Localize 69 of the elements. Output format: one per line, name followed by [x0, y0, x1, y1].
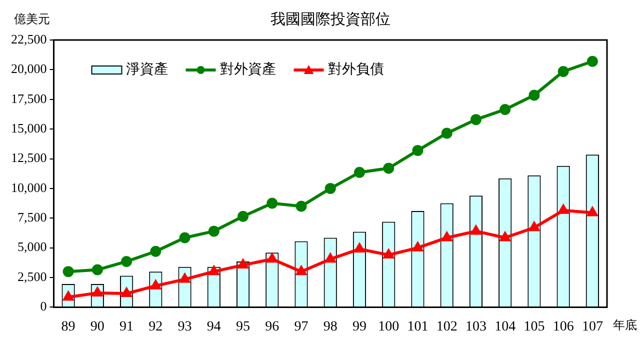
- y-tick-label: 0: [40, 298, 47, 314]
- y-tick-label: 5,000: [18, 239, 47, 254]
- x-tick-label: 105: [524, 319, 545, 334]
- x-tick-label: 97: [294, 319, 308, 334]
- legend-label: 對外負債: [328, 62, 384, 78]
- point: [384, 249, 394, 258]
- y-tick-label: 22,500: [11, 31, 47, 46]
- point: [92, 264, 103, 276]
- y-tick-label: 10,000: [11, 180, 47, 195]
- point: [558, 204, 568, 214]
- x-tick-label: 96: [265, 319, 280, 334]
- y-tick-label: 12,500: [11, 150, 47, 166]
- x-tick-label: 92: [148, 319, 163, 334]
- x-tick-label: 99: [352, 319, 366, 334]
- point: [325, 254, 336, 263]
- point: [354, 244, 364, 253]
- point: [471, 226, 481, 235]
- x-tick-label: 107: [582, 319, 603, 334]
- point: [296, 266, 306, 276]
- x-tick-label: 98: [323, 319, 338, 334]
- point: [412, 242, 423, 252]
- x-tick-label: 94: [206, 319, 221, 334]
- x-tick-label: 89: [61, 319, 76, 334]
- point: [470, 114, 482, 126]
- chart-title: 我國國際投資部位: [270, 10, 390, 28]
- point: [180, 274, 190, 283]
- point: [383, 162, 394, 174]
- point: [62, 266, 74, 278]
- point: [179, 232, 190, 244]
- point: [238, 210, 249, 222]
- legend-label: 淨資產: [126, 62, 168, 78]
- point: [208, 226, 220, 237]
- x-tick-label: 91: [120, 319, 134, 334]
- point: [296, 200, 307, 212]
- point: [121, 256, 132, 267]
- point: [208, 266, 219, 276]
- x-tick-label: 103: [465, 319, 486, 334]
- point: [324, 182, 336, 194]
- point: [500, 232, 510, 242]
- point: [558, 66, 569, 77]
- point: [528, 90, 540, 101]
- y-tick-label: 17,500: [11, 90, 47, 106]
- x-tick-label: 93: [178, 319, 192, 334]
- point: [586, 56, 598, 67]
- point: [238, 260, 248, 269]
- x-tick-label: 90: [90, 319, 104, 334]
- point: [150, 246, 162, 257]
- point: [500, 104, 511, 115]
- point: [267, 254, 278, 263]
- x-tick-label: 102: [436, 319, 458, 334]
- x-axis-title: 年底: [613, 318, 637, 332]
- y-axis-title: 億美元: [14, 12, 50, 26]
- point: [412, 144, 424, 156]
- point: [441, 128, 452, 139]
- point: [442, 232, 452, 242]
- y-tick-label: 15,000: [11, 120, 47, 136]
- point: [266, 198, 278, 209]
- y-tick-label: 7,500: [18, 210, 47, 225]
- x-tick-label: 101: [407, 319, 428, 334]
- x-tick-label: 95: [236, 319, 250, 334]
- point: [587, 207, 598, 216]
- x-tick-label: 100: [378, 319, 400, 334]
- legend-label: 對外資產: [220, 62, 276, 78]
- x-tick-label: 104: [494, 319, 516, 334]
- x-tick-label: 106: [552, 319, 574, 334]
- point: [529, 222, 540, 232]
- y-tick-label: 2,500: [18, 268, 47, 284]
- y-tick-label: 20,000: [11, 61, 47, 76]
- point: [354, 166, 365, 178]
